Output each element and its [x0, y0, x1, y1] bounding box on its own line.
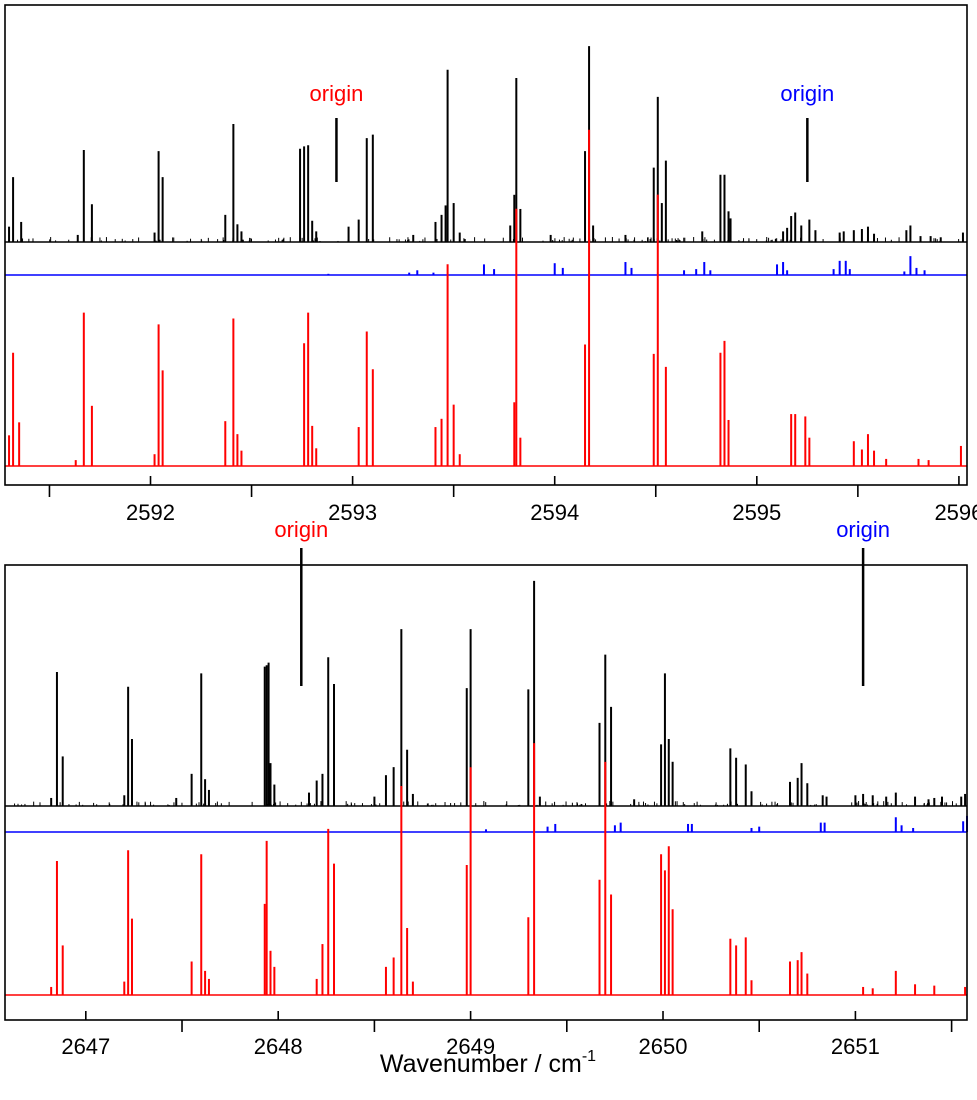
bottom-plot-frame — [4, 564, 968, 1021]
x-tick-label: 2596 — [934, 500, 977, 525]
bottom-traces — [5, 580, 968, 996]
x-tick-label: 2650 — [639, 1034, 688, 1059]
x-tick-label: 2648 — [254, 1034, 303, 1059]
x-tick-label: 2594 — [530, 500, 579, 525]
top-panel: origin origin 2592 2593 2594 2595 2596 — [4, 4, 977, 525]
x-tick-label: 2595 — [732, 500, 781, 525]
top-traces — [5, 46, 967, 467]
x-axis-label: Wavenumber / cm-1 — [380, 1048, 596, 1078]
x-axis-label-main: Wavenumber / cm — [380, 1050, 582, 1078]
top-plot-frame — [4, 4, 968, 486]
x-tick-label: 2651 — [831, 1034, 880, 1059]
origin-label: origin — [274, 517, 328, 542]
x-tick-label: 2649 — [446, 1034, 495, 1059]
bottom-panel: origin origin 2647 2648 2649 2650 2651 — [4, 517, 968, 1059]
x-axis-label-superscript: -1 — [582, 1048, 596, 1065]
origin-label: origin — [310, 81, 364, 106]
top-x-ticks: 2592 2593 2594 2595 2596 — [48, 476, 977, 525]
bottom-annotations: origin origin — [274, 517, 890, 686]
origin-label: origin — [836, 517, 890, 542]
bottom-x-ticks: 2647 2648 2649 2650 2651 — [61, 1011, 953, 1059]
x-tick-label: 2593 — [328, 500, 377, 525]
x-tick-label: 2647 — [61, 1034, 110, 1059]
top-annotations: origin origin — [310, 81, 834, 182]
origin-label: origin — [780, 81, 834, 106]
x-tick-label: 2592 — [126, 500, 175, 525]
